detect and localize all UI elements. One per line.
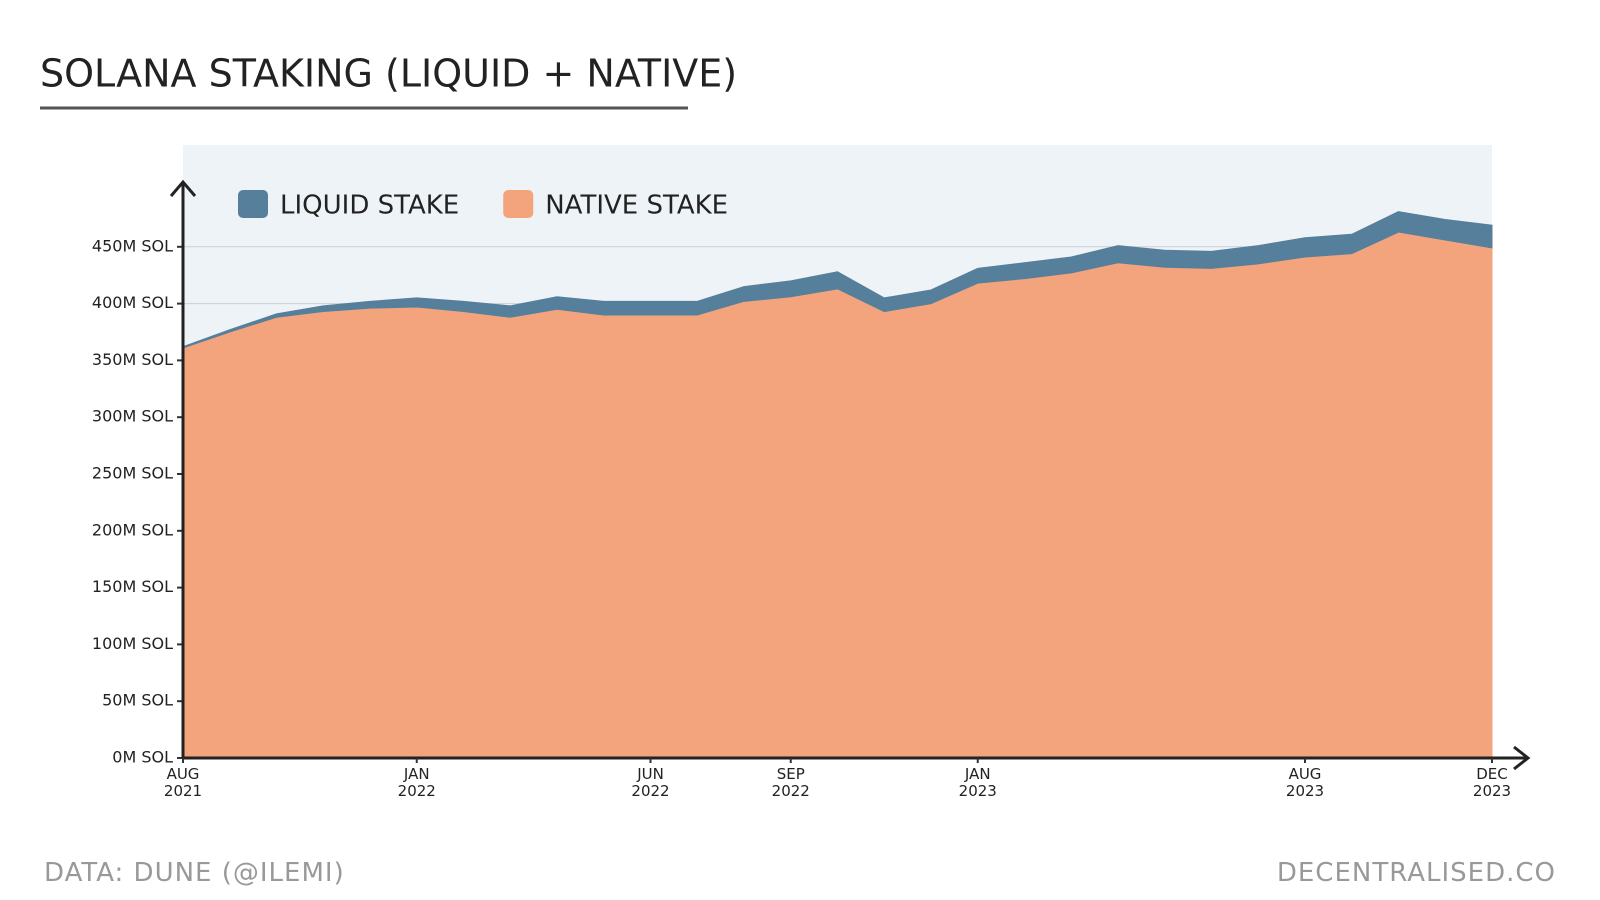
x-tick-label: JAN 2022 (397, 765, 436, 800)
y-tick-label: 400M SOL (92, 293, 173, 312)
area (182, 211, 1493, 349)
x-tick-label: JUN 2022 (631, 765, 670, 800)
y-tick-label: 200M SOL (92, 520, 173, 539)
legend-label: LIQUID STAKE (280, 191, 459, 221)
x-tick-label: SEP 2022 (771, 765, 810, 800)
y-axis-arrow (169, 179, 197, 197)
legend-swatch (238, 190, 268, 218)
area (182, 231, 1493, 759)
x-tick-label: AUG 2021 (163, 765, 203, 800)
legend-swatch (503, 190, 534, 218)
legend-label: NATIVE STAKE (545, 191, 728, 221)
x-tick-label: DEC 2023 (1472, 765, 1512, 800)
credit-note: DECENTRALISED.CO (1276, 858, 1556, 888)
y-tick-label: 250M SOL (92, 464, 173, 483)
x-axis-arrow (1513, 745, 1531, 771)
x-tick-label: AUG 2023 (1285, 765, 1325, 800)
y-tick-label: 450M SOL (92, 236, 173, 255)
y-tick-label: 100M SOL (92, 634, 173, 653)
y-tick-label: 150M SOL (92, 577, 173, 596)
y-tick-label: 50M SOL (102, 691, 173, 710)
source-note: DATA: DUNE (@ILEMI) (44, 858, 345, 888)
y-tick-label: 300M SOL (92, 407, 173, 426)
chart-title: SOLANA STAKING (LIQUID + NATIVE) (40, 52, 737, 96)
x-tick-label: JAN 2023 (958, 765, 997, 800)
y-tick-label: 0M SOL (112, 748, 173, 767)
y-tick-label: 350M SOL (92, 350, 173, 369)
